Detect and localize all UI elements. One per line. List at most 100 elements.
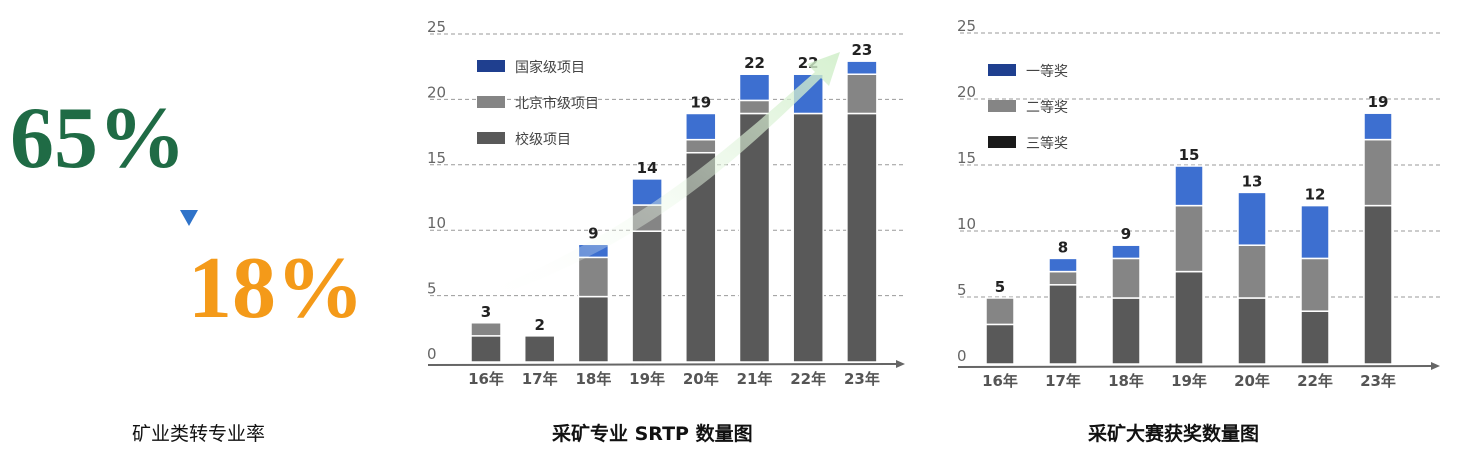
x-tick-label: 22年 [1297, 372, 1333, 390]
legend-swatch [988, 136, 1016, 148]
bar-segment-一等奖 [1363, 112, 1393, 141]
bar-total-label: 22 [744, 54, 765, 72]
bar-segment-北京市级项目 [577, 256, 610, 298]
bar-segment-一等奖 [1237, 191, 1267, 246]
bar-segment-校级项目 [846, 112, 878, 363]
bar-segment-三等奖 [1048, 284, 1078, 365]
bar-total-label: 12 [1305, 186, 1326, 204]
bar-segment-三等奖 [1111, 297, 1141, 365]
legend-swatch [988, 64, 1016, 76]
bar-segment-北京市级项目 [470, 322, 502, 337]
bar-segment-三等奖 [1174, 270, 1204, 365]
y-tick-label: 10 [957, 215, 976, 233]
x-tick-label: 16年 [468, 370, 504, 388]
legend-swatch [477, 60, 505, 72]
y-tick-label: 5 [957, 281, 967, 299]
y-tick-label: 10 [427, 214, 446, 232]
bar-segment-二等奖 [1048, 270, 1078, 286]
bar-segment-北京市级项目 [846, 73, 878, 115]
x-tick-label: 16年 [982, 372, 1018, 390]
x-tick-label: 23年 [1360, 372, 1396, 390]
transfer-rate-caption: 矿业类转专业率 [132, 423, 266, 445]
bar-total-label: 19 [690, 93, 711, 111]
bar-segment-二等奖 [1111, 257, 1141, 299]
legend-swatch [988, 100, 1016, 112]
srtp-chart-title: 采矿专业 SRTP 数量图 [552, 423, 753, 445]
bar-segment-二等奖 [1174, 204, 1204, 273]
y-tick-label: 25 [427, 18, 446, 36]
legend-label: 三等奖 [1026, 135, 1068, 152]
bar-total-label: 23 [851, 41, 872, 59]
bar-total-label: 15 [1179, 146, 1200, 164]
x-axis [427, 363, 898, 366]
bar-total-label: 3 [481, 303, 491, 321]
bar-segment-校级项目 [577, 295, 610, 363]
bar-total-label: 14 [637, 159, 658, 177]
x-tick-label: 23年 [844, 370, 880, 388]
bar-segment-一等奖 [1300, 204, 1330, 260]
bar-total-label: 5 [995, 278, 1005, 296]
bar-segment-一等奖 [1048, 257, 1078, 273]
bar-segment-校级项目 [631, 230, 663, 363]
bar-segment-校级项目 [470, 335, 502, 363]
bar-total-label: 13 [1242, 172, 1263, 190]
y-tick-label: 20 [957, 83, 976, 101]
y-tick-label: 0 [427, 345, 437, 363]
bar-total-label: 2 [534, 316, 544, 334]
x-tick-label: 18年 [575, 370, 611, 388]
bar-total-label: 9 [1121, 225, 1131, 243]
bar-segment-北京市级项目 [685, 138, 717, 154]
bar-segment-校级项目 [738, 112, 771, 363]
x-tick-label: 18年 [1108, 372, 1144, 390]
bar-segment-三等奖 [1237, 297, 1267, 365]
award-chart-title: 采矿大赛获奖数量图 [1088, 423, 1260, 445]
bar-segment-国家级项目 [738, 73, 771, 102]
bar-segment-校级项目 [523, 335, 556, 363]
bar-segment-二等奖 [985, 297, 1015, 326]
y-tick-label: 20 [427, 83, 446, 101]
legend-swatch [477, 96, 505, 108]
bar-segment-二等奖 [1363, 138, 1393, 207]
bar-segment-二等奖 [1237, 244, 1267, 299]
bar-total-label: 19 [1368, 93, 1389, 111]
legend-label: 二等奖 [1026, 99, 1068, 116]
x-axis-arrow-icon [896, 360, 905, 368]
x-axis-arrow-icon [1431, 362, 1440, 370]
legend-label: 国家级项目 [515, 59, 585, 76]
bar-segment-国家级项目 [846, 60, 878, 75]
x-tick-label: 19年 [1171, 372, 1207, 390]
x-tick-label: 20年 [683, 370, 719, 388]
bar-segment-三等奖 [985, 323, 1015, 365]
legend-label: 校级项目 [515, 131, 571, 148]
x-tick-label: 17年 [1045, 372, 1081, 390]
award-chart: 0 5 10 15 20 25 5 16年 8 17年 9 18年 15 19年 13 20年 12 22年 19 2… [957, 17, 1440, 390]
bar-segment-一等奖 [1111, 244, 1141, 260]
bar-segment-一等奖 [1174, 165, 1204, 207]
stat-before-percent: 65% [10, 90, 186, 187]
bar-segment-二等奖 [1300, 257, 1330, 312]
y-tick-label: 5 [427, 280, 437, 298]
bar-total-label: 8 [1058, 238, 1068, 256]
x-axis [957, 365, 1433, 368]
bar-segment-国家级项目 [685, 112, 717, 141]
bar-segment-三等奖 [1300, 310, 1330, 365]
x-tick-label: 20年 [1234, 372, 1270, 390]
x-tick-label: 21年 [737, 370, 773, 388]
stat-after-percent: 18% [188, 240, 364, 337]
legend-label: 北京市级项目 [515, 95, 599, 112]
bar-total-label: 9 [588, 224, 598, 242]
legend-label: 一等奖 [1026, 63, 1068, 80]
srtp-chart: 0510152025316年217年918年1419年1920年2221年222… [427, 18, 905, 388]
y-tick-label: 0 [957, 347, 967, 365]
y-tick-label: 15 [957, 149, 976, 167]
y-tick-label: 15 [427, 149, 446, 167]
bar-segment-北京市级项目 [738, 99, 771, 115]
x-tick-label: 17年 [522, 370, 558, 388]
bar-segment-校级项目 [792, 112, 824, 363]
bar-segment-三等奖 [1363, 204, 1393, 365]
down-arrow-icon [180, 210, 198, 226]
legend-swatch [477, 132, 505, 144]
y-tick-label: 25 [957, 17, 976, 35]
x-tick-label: 19年 [629, 370, 665, 388]
x-tick-label: 22年 [790, 370, 826, 388]
